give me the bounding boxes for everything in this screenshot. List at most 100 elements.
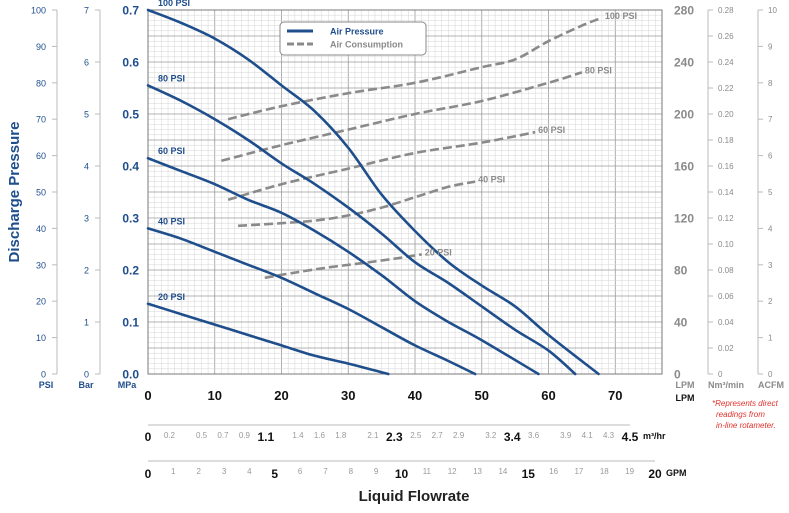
air-consumption-label-80-psi: 80 PSI xyxy=(585,65,612,75)
legend-box xyxy=(279,21,427,56)
m3hr-minor-tick-label: 4.3 xyxy=(603,431,615,440)
mpa-tick-label: 0.7 xyxy=(122,4,139,18)
plot-frame xyxy=(147,9,663,375)
gpm-unit-label: GPM xyxy=(666,468,687,478)
air-pressure-curve-40-psi xyxy=(146,227,477,376)
lpm-tick-label: 10 xyxy=(208,388,222,403)
bar-tick-label: 0 xyxy=(84,370,89,380)
air-lpm-unit-label: LPM xyxy=(676,380,695,390)
mpa-tick-label: 0.6 xyxy=(122,56,139,70)
m3hr-major-tick-label: 4.5 xyxy=(622,430,639,444)
m3hr-minor-tick-label: 3.6 xyxy=(528,431,540,440)
nm3min-unit-label: Nm³/min xyxy=(708,380,744,390)
mpa-tick-label: 0.5 xyxy=(122,108,139,122)
acfm-tick-label: 9 xyxy=(768,42,773,51)
bar-tick-label: 7 xyxy=(84,6,89,16)
bar-tick-label: 3 xyxy=(84,214,89,224)
air-consumption-curve-20-psi xyxy=(264,253,422,280)
m3hr-major-tick-label: 1.1 xyxy=(257,430,274,444)
mpa-tick-label: 0.2 xyxy=(122,264,139,278)
air-pressure-curve-60-psi xyxy=(146,156,540,376)
m3hr-minor-tick-label: 1.8 xyxy=(335,431,347,440)
mpa-tick-label: 0.1 xyxy=(122,316,139,330)
lpm-tick-label: 70 xyxy=(608,388,622,403)
air-consumption-label-20-psi: 20 PSI xyxy=(425,247,452,257)
gpm-minor-tick-label: 9 xyxy=(374,467,379,476)
m3hr-minor-tick-label: 2.7 xyxy=(432,431,444,440)
acfm-tick-label: 2 xyxy=(768,297,773,306)
acfm-tick-label: 1 xyxy=(768,334,773,343)
air-pressure-curve-80-psi xyxy=(146,84,577,376)
y-axis-title: Discharge Pressure xyxy=(6,122,23,263)
nm3min-tick-label: 0.04 xyxy=(718,318,734,327)
legend-label-air-pressure: Air Pressure xyxy=(330,27,384,37)
air-consumption-curve-40-psi xyxy=(238,180,476,228)
gpm-minor-tick-label: 18 xyxy=(600,467,609,476)
air-consumption-curve-80-psi xyxy=(221,71,583,163)
acfm-tick-label: 7 xyxy=(768,115,773,124)
gpm-minor-tick-label: 19 xyxy=(625,467,634,476)
acfm-tick-label: 3 xyxy=(768,261,773,270)
lpm-unit-label: LPM xyxy=(676,393,695,403)
gpm-minor-tick-label: 4 xyxy=(247,467,252,476)
gpm-minor-tick-label: 14 xyxy=(498,467,507,476)
air-lpm-tick-label: 80 xyxy=(674,264,688,278)
right-axes: 0408012016020024028000.020.040.060.080.1… xyxy=(674,4,784,391)
air-pressure-curve-100-psi xyxy=(146,8,600,376)
nm3min-tick-label: 0.16 xyxy=(718,162,734,171)
gpm-minor-tick-label: 3 xyxy=(222,467,227,476)
nm3min-tick-label: 0.28 xyxy=(718,6,734,15)
acfm-tick-label: 8 xyxy=(768,79,773,88)
bar-tick-label: 1 xyxy=(84,318,89,328)
lpm-tick-label: 50 xyxy=(475,388,489,403)
note-line-3: in-line rotameter. xyxy=(716,421,776,430)
air-lpm-tick-label: 160 xyxy=(674,160,694,174)
air-pressure-label-20-psi: 20 PSI xyxy=(158,292,185,302)
bar-tick-label: 5 xyxy=(84,110,89,120)
gpm-minor-tick-label: 2 xyxy=(196,467,201,476)
air-lpm-tick-label: 120 xyxy=(674,212,694,226)
gpm-minor-tick-label: 12 xyxy=(448,467,457,476)
psi-tick-label: 60 xyxy=(36,151,46,161)
air-lpm-tick-label: 0 xyxy=(674,368,681,382)
nm3min-tick-label: 0.20 xyxy=(718,110,734,119)
legend: Air Pressure Air Consumption xyxy=(279,21,427,56)
m3hr-minor-tick-label: 4.1 xyxy=(582,431,594,440)
acfm-tick-label: 0 xyxy=(768,370,773,379)
acfm-tick-label: 6 xyxy=(768,152,773,161)
nm3min-tick-label: 0.18 xyxy=(718,136,734,145)
air-pressure-label-100-psi: 100 PSI xyxy=(158,0,190,8)
psi-tick-label: 0 xyxy=(41,370,46,380)
m3hr-major-tick-label: 0 xyxy=(145,430,152,444)
air-consumption-curve-60-psi xyxy=(227,130,536,202)
m3hr-minor-tick-label: 0.5 xyxy=(196,431,208,440)
gpm-minor-tick-label: 16 xyxy=(549,467,558,476)
lpm-tick-label: 0 xyxy=(144,388,151,403)
m3hr-unit-label: m³/hr xyxy=(643,431,666,441)
m3hr-minor-tick-label: 1.4 xyxy=(292,431,304,440)
mpa-tick-label: 0.4 xyxy=(122,160,139,174)
psi-tick-label: 90 xyxy=(36,42,46,52)
air-lpm-tick-label: 200 xyxy=(674,108,694,122)
x-axis-title: Liquid Flowrate xyxy=(359,488,470,505)
m3hr-minor-tick-label: 3.9 xyxy=(560,431,572,440)
gpm-major-tick-label: 5 xyxy=(271,467,278,481)
note-line-2: readings from xyxy=(716,410,765,419)
mpa-unit-label: MPa xyxy=(118,380,138,390)
air-consumption-curves xyxy=(221,16,603,280)
nm3min-tick-label: 0 xyxy=(718,370,723,379)
gpm-minor-tick-label: 17 xyxy=(574,467,583,476)
lpm-tick-label: 40 xyxy=(408,388,422,403)
m3hr-minor-tick-label: 0.9 xyxy=(239,431,251,440)
nm3min-tick-label: 0.08 xyxy=(718,266,734,275)
gpm-major-tick-label: 0 xyxy=(145,467,152,481)
lpm-tick-label: 20 xyxy=(274,388,288,403)
gpm-minor-tick-label: 1 xyxy=(171,467,176,476)
gpm-minor-tick-label: 11 xyxy=(423,467,432,476)
psi-tick-label: 30 xyxy=(36,260,46,270)
m3hr-minor-tick-label: 0.7 xyxy=(217,431,229,440)
air-pressure-curve-20-psi xyxy=(146,302,390,376)
gpm-major-tick-label: 10 xyxy=(395,467,409,481)
